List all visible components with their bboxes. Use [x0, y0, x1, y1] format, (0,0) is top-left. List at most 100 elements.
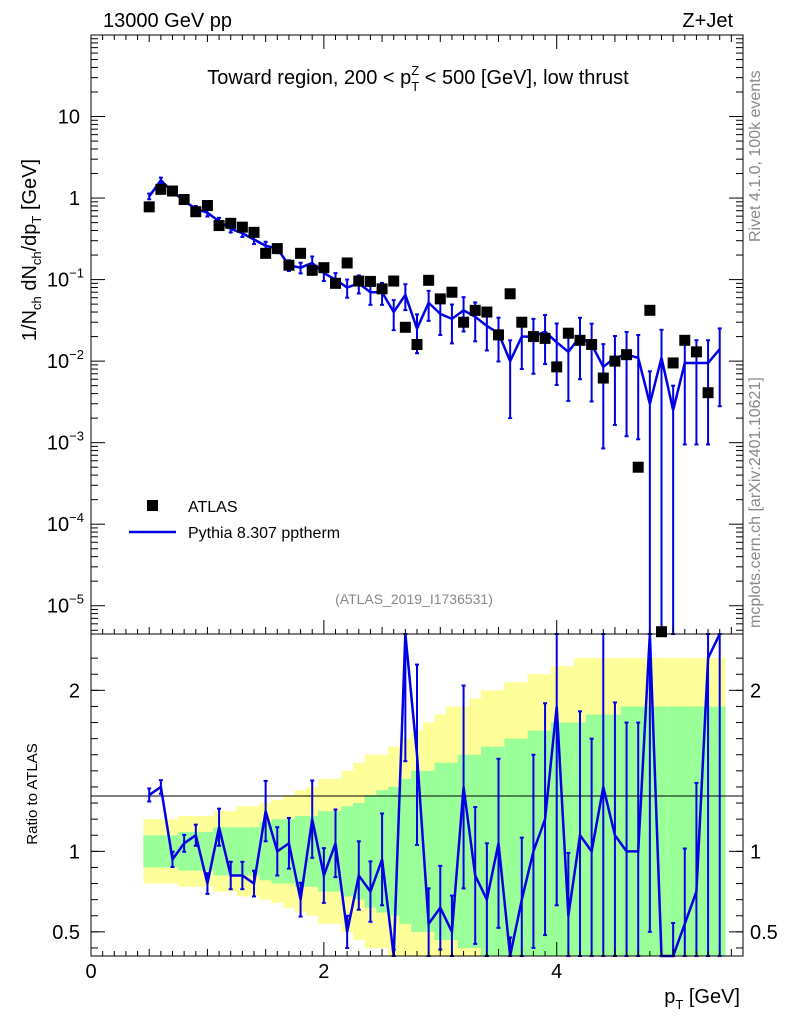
main-y-tick-label: 10−4	[47, 510, 84, 536]
plot-title-sub: T	[411, 79, 419, 94]
atlas-data-point	[155, 183, 167, 195]
atlas-data-point	[527, 331, 539, 343]
energy-label: 13000 GeV pp	[103, 10, 232, 32]
atlas-data-point	[423, 274, 435, 286]
atlas-data-point	[586, 338, 598, 350]
plot-title-post: < 500 [GeV], low thrust	[419, 67, 629, 89]
band-inner	[411, 770, 423, 932]
atlas-data-point	[236, 221, 248, 233]
band-inner	[294, 815, 307, 887]
band-inner	[155, 835, 167, 868]
atlas-data-point	[330, 277, 341, 289]
atlas-data-point	[574, 334, 586, 346]
main-y-tick-label: 10−1	[47, 266, 84, 292]
mc-line	[148, 178, 721, 411]
atlas-data-point	[446, 286, 458, 298]
band-inner	[387, 786, 400, 916]
band-inner	[399, 778, 412, 924]
legend-atlas-marker	[147, 500, 158, 511]
band-inner	[236, 827, 249, 876]
legend: ATLAS Pythia 8.307 pptherm	[129, 499, 340, 542]
atlas-data-point	[493, 329, 504, 341]
band-inner	[667, 706, 679, 956]
atlas-data-point	[201, 200, 213, 212]
band-inner	[341, 806, 353, 897]
atlas-data-point	[353, 275, 365, 287]
band-inner	[446, 762, 458, 940]
band-inner	[678, 706, 691, 956]
atlas-data-point	[458, 316, 470, 328]
atlas-data-point	[597, 372, 609, 384]
ratio-y-tick-label-right: 0.5	[750, 922, 778, 944]
band-inner	[189, 832, 202, 871]
x-axis-title: pT [GeV]	[664, 986, 740, 1012]
ratio-y-tick-label: 0.5	[52, 922, 80, 944]
atlas-data-point	[539, 332, 551, 344]
main-y-tick-exponent: −4	[69, 510, 84, 525]
atlas-data-point	[295, 247, 307, 259]
atlas-data-point	[178, 194, 190, 206]
atlas-data-point	[551, 361, 563, 373]
atlas-data-point	[283, 259, 295, 271]
main-y-tick-exponent: −1	[69, 266, 84, 281]
atlas-data-point	[644, 304, 656, 316]
plot-title: Toward region, 200 < pTZ < 500 [GeV], lo…	[207, 63, 629, 94]
main-y-tick-label: 10−3	[47, 429, 84, 455]
band-inner	[422, 770, 435, 932]
atlas-data-point	[341, 257, 353, 269]
atlas-data-point	[632, 461, 644, 473]
main-series	[143, 176, 722, 638]
atlas-data-point	[190, 206, 202, 218]
x-tick-label: 4	[551, 961, 562, 983]
band-inner	[562, 722, 575, 956]
x-tick-label: 0	[85, 961, 96, 983]
band-inner	[143, 835, 156, 868]
atlas-data-point	[143, 201, 155, 213]
band-inner	[224, 827, 237, 876]
band-inner	[248, 827, 260, 876]
legend-atlas-label: ATLAS	[188, 499, 238, 516]
atlas-data-point	[504, 288, 516, 300]
process-label: Z+Jet	[682, 10, 733, 32]
main-y-tick-label: 10−5	[47, 592, 84, 618]
plot-title-pre: Toward region, 200 < p	[207, 67, 411, 89]
band-inner	[655, 706, 668, 956]
band-inner	[434, 762, 447, 940]
atlas-data-point	[667, 357, 679, 369]
band-inner	[213, 827, 225, 876]
atlas-data-point	[260, 247, 272, 259]
main-y-tick-label: 10	[58, 107, 80, 129]
band-inner	[364, 795, 377, 908]
atlas-data-point	[609, 355, 621, 367]
ratio-y-tick-label-right: 2	[750, 680, 761, 702]
main-y-tick-label: 1	[69, 188, 80, 210]
ratio-y-tick-label: 2	[69, 680, 80, 702]
x-tick-label: 2	[318, 961, 329, 983]
plot-title-sup: Z	[411, 63, 419, 78]
band-inner	[259, 822, 272, 881]
atlas-data-point	[679, 334, 691, 346]
main-y-tick-exponent: −3	[69, 429, 84, 444]
ratio-series	[147, 633, 722, 958]
atlas-data-point	[399, 321, 411, 333]
source-label: mcplots.cern.ch [arXiv:2401.10621]	[747, 377, 764, 628]
atlas-data-point	[690, 346, 702, 358]
ratio-y-tick-label-right: 1	[750, 841, 761, 863]
atlas-data-point	[702, 387, 714, 399]
ratio-y-tick-label: 1	[69, 841, 80, 863]
atlas-data-point	[516, 316, 528, 328]
atlas-data-point	[248, 226, 260, 238]
atlas-data-point	[306, 264, 318, 276]
main-y-tick-exponent: −5	[69, 592, 84, 607]
atlas-data-point	[621, 349, 633, 361]
atlas-data-point	[271, 243, 283, 255]
atlas-data-point	[562, 327, 574, 339]
atlas-data-point	[411, 338, 423, 350]
atlas-data-point	[469, 304, 481, 316]
atlas-data-point	[225, 217, 237, 229]
atlas-data-point	[481, 306, 493, 318]
ratio-y-axis-title: Ratio to ATLAS	[24, 743, 41, 844]
main-y-tick-label: 10−2	[47, 347, 84, 373]
atlas-data-point	[434, 293, 446, 305]
